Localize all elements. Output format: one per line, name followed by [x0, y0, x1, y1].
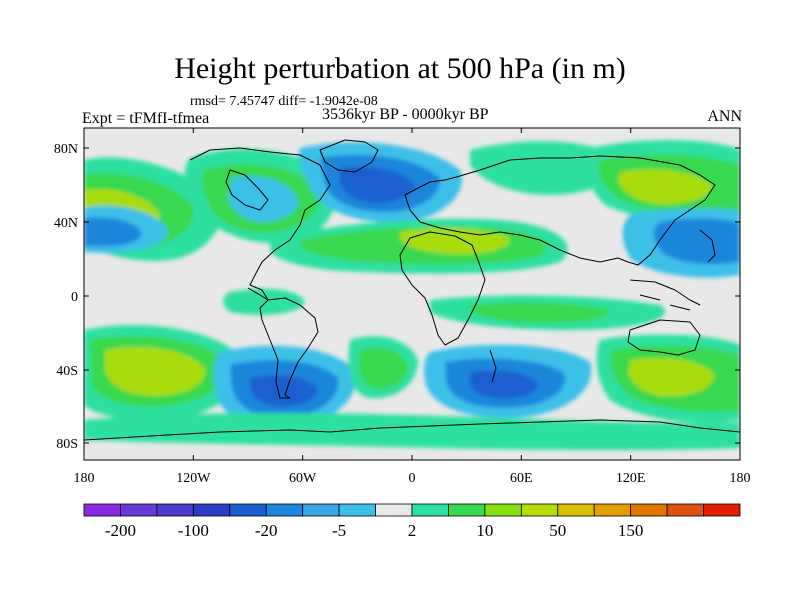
map-title: Height perturbation at 500 hPa (in m)	[174, 52, 626, 85]
colorbar-label: -200	[105, 521, 136, 540]
lat-label: 80N	[54, 142, 78, 157]
colorbar: -200 -100 -20 -5 2 10 50 150	[83, 503, 741, 540]
colorbar-label: 50	[549, 521, 566, 540]
coastlines	[84, 139, 740, 441]
colorbar-label: -20	[255, 521, 278, 540]
longitude-axis: 180 120W 60W 0 60E 120E 180	[74, 128, 751, 486]
coast-africa	[399, 231, 486, 346]
experiment-label: Expt = tFMfI-tfmea	[82, 110, 210, 127]
colorbar-swatch	[520, 503, 559, 517]
field-midblue	[654, 218, 740, 265]
coast-indonesia	[629, 279, 701, 311]
colorbar-swatch	[192, 503, 231, 517]
colorbar-swatch	[265, 503, 304, 517]
stats-label: rmsd= 7.45747 diff= -1.9042e-08	[190, 94, 378, 109]
field-midblue	[84, 217, 142, 247]
lat-label: 80S	[56, 437, 78, 452]
colorbar-swatch	[448, 503, 486, 517]
lat-label: 40N	[54, 216, 78, 231]
field-blue	[470, 370, 538, 399]
field-teal	[470, 141, 621, 195]
colorbar-swatch	[338, 503, 376, 517]
coast-greenland	[319, 139, 379, 173]
period-label: 3536kyr BP - 0000kyr BP	[322, 106, 489, 123]
field-green	[470, 302, 610, 324]
colorbar-swatch	[411, 503, 449, 517]
colorbar-swatch	[375, 503, 413, 517]
field-green	[358, 348, 408, 390]
colorbar-label: -100	[178, 521, 209, 540]
lon-label: 180	[730, 471, 751, 486]
lon-label: 120W	[176, 471, 211, 486]
colorbar-swatch	[302, 503, 340, 517]
field-yellowgreen	[105, 346, 206, 396]
lon-label: 180	[74, 471, 95, 486]
lon-label: 120E	[616, 471, 646, 486]
coast-japan	[699, 229, 716, 263]
coast-north-america	[189, 147, 331, 301]
field-blue	[340, 166, 415, 204]
latitude-axis: 80N 40N 0 40S 80S	[54, 142, 740, 452]
season-label: ANN	[707, 108, 742, 125]
coast-australia	[627, 319, 701, 356]
coast-eurasia	[404, 155, 716, 266]
colorbar-swatch	[120, 503, 158, 517]
colorbar-swatch	[703, 503, 741, 517]
lon-label: 0	[409, 471, 416, 486]
colorbar-swatch	[557, 503, 595, 517]
colorbar-label: 150	[618, 521, 644, 540]
field-yellowgreen	[628, 357, 715, 397]
field-teal	[84, 413, 740, 451]
coast-antarctica	[84, 419, 740, 441]
colorbar-swatch	[666, 503, 704, 517]
colorbar-label: -5	[332, 521, 346, 540]
colorbar-swatch	[229, 503, 267, 517]
contour-field	[84, 128, 740, 460]
field-lightblue	[228, 176, 298, 222]
coast-south-america	[259, 297, 319, 399]
coast-hudson-bay	[225, 169, 269, 211]
colorbar-label: 10	[476, 521, 493, 540]
colorbar-swatch	[484, 503, 522, 517]
field-teal	[223, 288, 305, 315]
field-blue	[250, 375, 318, 407]
lat-label: 40S	[56, 364, 78, 379]
colorbar-swatch	[593, 503, 632, 517]
colorbar-swatch	[630, 503, 668, 517]
field-yellowgreen	[618, 169, 712, 205]
lat-label: 0	[71, 290, 78, 305]
lon-label: 60E	[510, 471, 533, 486]
colorbar-swatch	[83, 503, 121, 517]
colorbar-label: 2	[408, 521, 417, 540]
lon-label: 60W	[289, 471, 317, 486]
coast-madagascar	[489, 349, 497, 383]
colorbar-swatch	[156, 503, 194, 517]
